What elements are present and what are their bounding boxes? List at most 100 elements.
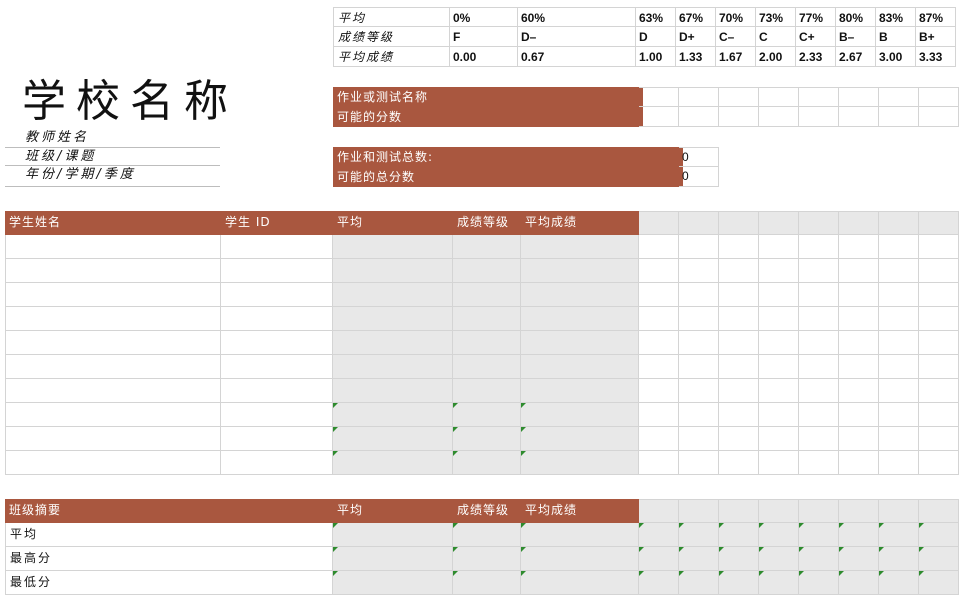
grade-threshold-pct[interactable]: 83% — [876, 7, 916, 27]
student-score-cell[interactable] — [719, 379, 759, 403]
possible-points-cell[interactable] — [799, 107, 839, 127]
summary-score-cell[interactable] — [719, 547, 759, 571]
assignment-name-cell[interactable] — [639, 87, 679, 107]
summary-score-header[interactable] — [839, 499, 879, 523]
student-score-cell[interactable] — [839, 307, 879, 331]
student-letter-grade-cell[interactable] — [453, 403, 521, 427]
student-score-cell[interactable] — [759, 403, 799, 427]
summary-score-cell[interactable] — [759, 547, 799, 571]
possible-points-cell[interactable] — [639, 107, 679, 127]
student-score-cell[interactable] — [879, 403, 919, 427]
possible-points-cell[interactable] — [679, 107, 719, 127]
student-score-cell[interactable] — [759, 283, 799, 307]
student-score-cell[interactable] — [719, 355, 759, 379]
summary-gpa-cell[interactable] — [521, 523, 639, 547]
assignment-name-cell[interactable] — [919, 87, 959, 107]
assignment-score-header[interactable] — [679, 211, 719, 235]
student-score-cell[interactable] — [839, 331, 879, 355]
grade-letter[interactable]: B– — [836, 27, 876, 47]
student-name-cell[interactable] — [5, 355, 221, 379]
grade-threshold-pct[interactable]: 73% — [756, 7, 796, 27]
student-gpa-cell[interactable] — [521, 259, 639, 283]
student-score-cell[interactable] — [919, 403, 959, 427]
student-name-cell[interactable] — [5, 379, 221, 403]
grade-letter[interactable]: F — [450, 27, 518, 47]
summary-score-cell[interactable] — [839, 547, 879, 571]
summary-average-cell[interactable] — [333, 523, 453, 547]
summary-score-header[interactable] — [919, 499, 959, 523]
summary-letter-grade-cell[interactable] — [453, 523, 521, 547]
student-score-cell[interactable] — [719, 307, 759, 331]
student-score-cell[interactable] — [799, 331, 839, 355]
grade-threshold-pct[interactable]: 63% — [636, 7, 676, 27]
grade-letter[interactable]: D– — [518, 27, 636, 47]
summary-score-cell[interactable] — [919, 547, 959, 571]
student-score-cell[interactable] — [639, 355, 679, 379]
summary-score-cell[interactable] — [719, 571, 759, 595]
assignment-name-cell[interactable] — [839, 87, 879, 107]
student-score-cell[interactable] — [799, 307, 839, 331]
grade-threshold-pct[interactable]: 87% — [916, 7, 956, 27]
student-score-cell[interactable] — [839, 355, 879, 379]
student-letter-grade-cell[interactable] — [453, 427, 521, 451]
assignment-score-header[interactable] — [639, 211, 679, 235]
student-score-cell[interactable] — [799, 259, 839, 283]
student-letter-grade-cell[interactable] — [453, 283, 521, 307]
student-gpa-cell[interactable] — [521, 451, 639, 475]
student-gpa-cell[interactable] — [521, 235, 639, 259]
student-name-cell[interactable] — [5, 283, 221, 307]
grade-gpa[interactable]: 0.67 — [518, 47, 636, 67]
student-score-cell[interactable] — [679, 379, 719, 403]
grade-gpa[interactable]: 2.67 — [836, 47, 876, 67]
student-score-cell[interactable] — [639, 259, 679, 283]
student-score-cell[interactable] — [919, 283, 959, 307]
student-score-cell[interactable] — [759, 451, 799, 475]
grade-threshold-pct[interactable]: 70% — [716, 7, 756, 27]
possible-points-label[interactable]: 可能的分数 — [333, 107, 644, 128]
student-average-cell[interactable] — [333, 283, 453, 307]
summary-score-header[interactable] — [639, 499, 679, 523]
student-score-cell[interactable] — [799, 403, 839, 427]
student-score-cell[interactable] — [719, 235, 759, 259]
student-name-cell[interactable] — [5, 259, 221, 283]
grade-letter[interactable]: B — [876, 27, 916, 47]
summary-score-header[interactable] — [799, 499, 839, 523]
student-score-cell[interactable] — [759, 379, 799, 403]
student-score-cell[interactable] — [879, 307, 919, 331]
student-average-cell[interactable] — [333, 307, 453, 331]
summary-gpa-header[interactable]: 平均成绩 — [521, 499, 644, 524]
student-score-cell[interactable] — [759, 331, 799, 355]
student-score-cell[interactable] — [679, 355, 719, 379]
summary-score-header[interactable] — [879, 499, 919, 523]
grade-row-label-letter[interactable]: 成绩等级 — [333, 27, 450, 47]
student-average-cell[interactable] — [333, 451, 453, 475]
student-score-cell[interactable] — [879, 355, 919, 379]
letter-grade-header[interactable]: 成绩等级 — [453, 211, 526, 236]
summary-row-label[interactable]: 最高分 — [5, 547, 333, 571]
summary-score-cell[interactable] — [879, 523, 919, 547]
grade-gpa[interactable]: 3.33 — [916, 47, 956, 67]
student-score-cell[interactable] — [919, 259, 959, 283]
summary-score-cell[interactable] — [799, 523, 839, 547]
summary-score-cell[interactable] — [759, 571, 799, 595]
grade-gpa[interactable]: 1.33 — [676, 47, 716, 67]
summary-score-header[interactable] — [679, 499, 719, 523]
student-score-cell[interactable] — [679, 403, 719, 427]
student-score-cell[interactable] — [839, 451, 879, 475]
possible-points-cell[interactable] — [759, 107, 799, 127]
student-letter-grade-cell[interactable] — [453, 235, 521, 259]
summary-average-header[interactable]: 平均 — [333, 499, 458, 524]
student-name-cell[interactable] — [5, 451, 221, 475]
grade-threshold-pct[interactable]: 0% — [450, 7, 518, 27]
student-id-header[interactable]: 学生 ID — [221, 211, 338, 236]
grade-gpa[interactable]: 1.67 — [716, 47, 756, 67]
student-score-cell[interactable] — [639, 403, 679, 427]
student-id-cell[interactable] — [221, 403, 333, 427]
student-score-cell[interactable] — [799, 283, 839, 307]
student-gpa-cell[interactable] — [521, 307, 639, 331]
student-letter-grade-cell[interactable] — [453, 379, 521, 403]
student-score-cell[interactable] — [919, 235, 959, 259]
school-name-title[interactable]: 学校名称 — [22, 76, 238, 127]
summary-score-cell[interactable] — [759, 523, 799, 547]
summary-row-label[interactable]: 最低分 — [5, 571, 333, 595]
